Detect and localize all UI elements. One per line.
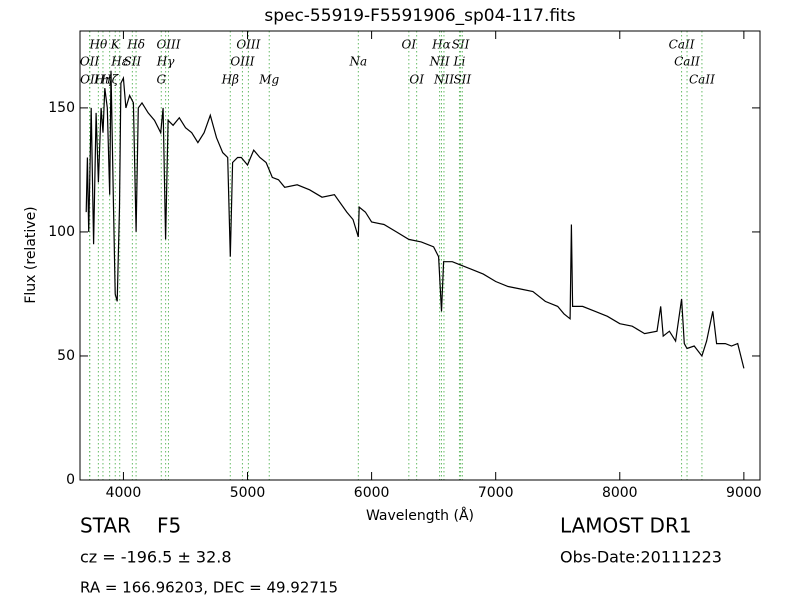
coordinates: RA = 166.96203, DEC = 49.92715 xyxy=(80,579,338,597)
spectral-line-label: Hα xyxy=(431,38,451,52)
spectral-line-label: Hβ xyxy=(221,73,239,87)
spectral-line-label: OIII xyxy=(156,38,180,52)
spectral-line-label: SII xyxy=(124,55,142,69)
x-tick-label: 8000 xyxy=(602,485,638,501)
x-tick-label: 4000 xyxy=(106,485,142,501)
spectral-line-label: Hε xyxy=(110,55,128,69)
plot-frame xyxy=(79,30,761,481)
x-tick-label: 6000 xyxy=(354,485,390,501)
spectral-line-label: OI xyxy=(409,73,424,87)
spectral-line-label: OII xyxy=(80,55,100,69)
y-tick-label: 100 xyxy=(48,224,75,240)
x-tick-label: 9000 xyxy=(726,485,762,501)
spectral-line-label: CaII xyxy=(674,55,700,69)
x-tick-label: 7000 xyxy=(478,485,514,501)
spectral-line-label: OIII xyxy=(230,55,254,69)
spectral-line-label: SII xyxy=(452,38,470,52)
spectral-line-label: SII xyxy=(453,73,471,87)
spectral-line-label: NII xyxy=(429,55,450,69)
y-tick-label: 150 xyxy=(48,100,75,116)
chart-title: spec-55919-F5591906_sp04-117.fits xyxy=(264,6,575,26)
spectral-line-label: CaII xyxy=(689,73,715,87)
spectral-line-label: NII xyxy=(433,73,454,87)
spectral-line-label: OIII xyxy=(236,38,260,52)
subclass: F5 xyxy=(157,514,181,538)
spectral-line-label: K xyxy=(110,38,121,52)
spectral-line-label: CaII xyxy=(669,38,695,52)
survey: LAMOST DR1 xyxy=(560,514,692,538)
spectral-line-label: OII xyxy=(80,73,100,87)
spectral-line-label: OI xyxy=(402,38,417,52)
y-tick-label: 0 xyxy=(66,472,75,488)
y-tick-label: 50 xyxy=(57,348,75,364)
spectral-line-label: Li xyxy=(453,55,466,69)
spectrum-line xyxy=(85,70,745,369)
obs-date: Obs-Date:20111223 xyxy=(560,548,722,567)
redshift: cz = -196.5 ± 32.8 xyxy=(80,548,232,567)
spectral-line-label: Hδ xyxy=(126,38,145,52)
class: STAR xyxy=(80,514,131,538)
spectral-line-label: Mg xyxy=(258,73,279,87)
spectral-line-label: Hγ xyxy=(156,55,175,69)
spectral-line-label: Na xyxy=(349,55,368,69)
spectral-line-label: Hη xyxy=(93,73,112,87)
spectral-line-label: Hζ xyxy=(100,73,119,87)
x-axis-label: Wavelength (Å) xyxy=(366,507,474,524)
x-tick-label: 5000 xyxy=(230,485,266,501)
spectral-line-label: G xyxy=(156,73,166,87)
spectral-line-label: Hθ xyxy=(89,38,108,52)
y-axis-label: Flux (relative) xyxy=(23,206,39,303)
